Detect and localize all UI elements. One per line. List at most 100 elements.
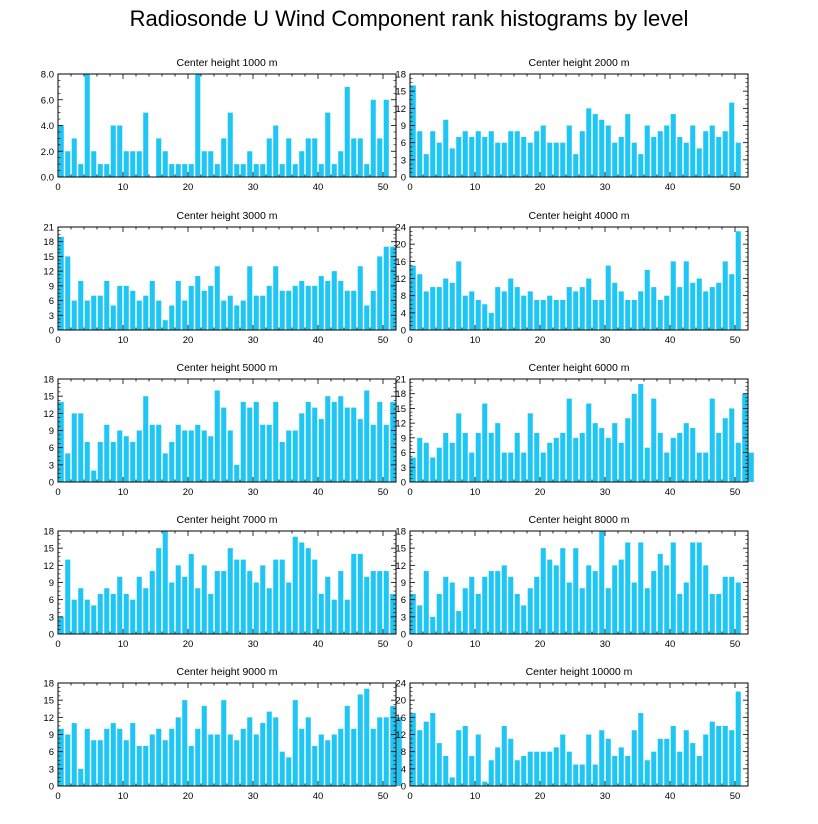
histogram-bar	[65, 151, 71, 177]
histogram-bar	[521, 755, 527, 786]
histogram-bar	[566, 582, 572, 634]
histogram-bar	[117, 576, 123, 634]
x-tick-label: 10	[470, 487, 481, 498]
histogram-bar	[175, 717, 181, 786]
histogram-bar	[201, 705, 207, 786]
y-tick-label: 9	[49, 578, 54, 589]
x-tick-label: 30	[248, 639, 259, 650]
histogram-bar	[657, 299, 663, 330]
histogram-bar	[495, 287, 501, 330]
y-tick-label: 12	[43, 561, 54, 572]
histogram-bar	[143, 745, 149, 786]
histogram-bar	[657, 432, 663, 482]
histogram-bar	[240, 401, 246, 482]
histogram-bar	[430, 713, 436, 786]
histogram-bar	[201, 151, 207, 177]
histogram-bar	[227, 430, 233, 482]
histogram-bar	[279, 559, 285, 634]
histogram-bar	[696, 755, 702, 786]
histogram-bar	[729, 102, 735, 177]
histogram-bar	[618, 136, 624, 177]
histogram-bar	[586, 108, 592, 177]
histogram-bar	[599, 119, 605, 177]
y-tick-label: 0	[401, 782, 406, 793]
histogram-bar	[670, 261, 676, 330]
histogram-bar	[123, 285, 129, 330]
y-tick-label: 3	[401, 612, 406, 623]
x-tick-label: 40	[313, 487, 324, 498]
histogram-bar	[735, 691, 741, 786]
histogram-bar	[430, 287, 436, 330]
histogram-bar	[735, 231, 741, 330]
histogram-bar	[664, 452, 670, 482]
histogram-bar	[247, 151, 253, 177]
histogram-bar	[208, 436, 214, 482]
histogram-bar	[331, 164, 337, 177]
histogram-bar	[201, 565, 207, 634]
histogram-bar	[370, 99, 376, 177]
histogram-bar	[253, 164, 259, 177]
histogram-bar	[130, 151, 136, 177]
panel-title: Center height 4000 m	[529, 210, 630, 222]
histogram-bar	[71, 300, 77, 330]
histogram-bar	[664, 738, 670, 786]
x-tick-label: 50	[730, 335, 741, 346]
histogram-bar	[456, 261, 462, 330]
histogram-bar	[540, 125, 546, 177]
histogram-bar	[286, 430, 292, 482]
histogram-panel: Center height 2000 m 0 10 20 30 40 50 0 3 6 9 12 15 1…	[395, 57, 749, 193]
histogram-bar	[605, 588, 611, 634]
histogram-bar	[247, 571, 253, 634]
histogram-bar	[344, 705, 350, 786]
histogram-bar	[208, 593, 214, 634]
y-tick-label: 9	[49, 281, 54, 292]
histogram-bar	[136, 151, 142, 177]
histogram-bar	[227, 734, 233, 786]
histogram-bar	[586, 734, 592, 786]
histogram-bar	[566, 287, 572, 330]
histogram-bar	[703, 452, 709, 482]
histogram-bar	[508, 452, 514, 482]
x-tick-label: 50	[730, 487, 741, 498]
y-tick-label: 12	[395, 561, 406, 572]
histogram-bar	[253, 295, 259, 330]
histogram-bar	[709, 125, 715, 177]
panel-title: Center height 2000 m	[529, 57, 630, 69]
histogram-bar	[221, 571, 227, 634]
histogram-bar	[188, 164, 194, 177]
x-tick-label: 30	[248, 791, 259, 802]
histogram-bar	[214, 164, 220, 177]
histogram-bar	[579, 131, 585, 177]
histogram-bar	[266, 138, 272, 177]
histogram-bar	[729, 274, 735, 330]
histogram-bar	[657, 553, 663, 634]
x-tick-label: 0	[407, 487, 412, 498]
x-tick-label: 40	[665, 639, 676, 650]
histogram-bar	[97, 295, 103, 330]
histogram-bar	[344, 290, 350, 330]
histogram-bar	[657, 738, 663, 786]
histogram-bar	[508, 131, 514, 177]
histogram-bar	[312, 138, 318, 177]
histogram-bar	[527, 751, 533, 786]
histogram-bar	[84, 728, 90, 786]
histogram-bar	[78, 768, 84, 786]
histogram-bar	[553, 437, 559, 482]
histogram-bar	[430, 616, 436, 634]
histogram-bar	[143, 396, 149, 482]
y-tick-label: 6	[49, 747, 54, 758]
histogram-bar	[592, 764, 598, 786]
x-tick-label: 20	[183, 182, 194, 193]
histogram-bar	[188, 745, 194, 786]
histogram-bar	[508, 576, 514, 634]
histogram-bar	[169, 164, 175, 177]
histogram-bar	[208, 285, 214, 330]
histogram-bar	[709, 287, 715, 330]
histogram-bar	[683, 142, 689, 177]
histogram-bar	[97, 740, 103, 786]
x-tick-label: 50	[378, 791, 389, 802]
histogram-bar	[690, 743, 696, 786]
histogram-bar	[182, 700, 188, 786]
histogram-bar	[449, 148, 455, 177]
y-tick-label: 15	[395, 544, 406, 555]
